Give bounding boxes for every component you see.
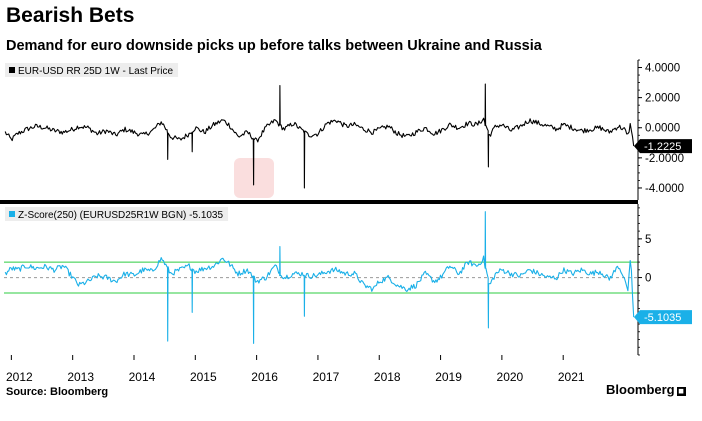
x-axis-label-2014: 2014 [129, 370, 156, 384]
top-panel-ytick-label: 4.0000 [645, 63, 680, 75]
x-axis-label-2017: 2017 [313, 370, 340, 384]
bottom-panel-legend-swatch [9, 211, 15, 217]
top-panel-last-value-tag [634, 139, 692, 154]
top-panel-ytick-label: 2.0000 [645, 93, 680, 105]
brand-mark-icon: ◼ [676, 387, 686, 396]
x-axis-label-2021: 2021 [558, 370, 585, 384]
top-panel-ytick-label: -4.0000 [645, 183, 684, 195]
x-axis-label-2012: 2012 [6, 370, 33, 384]
top-panel-ytick-label: -2.0000 [645, 153, 684, 165]
bottom-panel-ytick-label: 5 [645, 234, 651, 246]
x-axis-label-2020: 2020 [497, 370, 524, 384]
top-panel-last-value-label: -1.2225 [644, 141, 681, 153]
bottom-panel-ytick-label: 0 [645, 273, 651, 285]
brand-logo: Bloomberg ◼ [606, 382, 686, 397]
x-axis-label-2018: 2018 [374, 370, 401, 384]
bottom-panel-legend-label: Z-Score(250) (EURUSD25R1W BGN) -5.1035 [18, 210, 223, 221]
bottom-panel-series-line [4, 211, 635, 344]
top-panel-legend-box [5, 63, 179, 77]
x-axis-label-2016: 2016 [251, 370, 278, 384]
x-axis-label-2015: 2015 [190, 370, 217, 384]
bottom-panel-last-value-label: -5.1035 [644, 312, 681, 324]
chart-title: Bearish Bets [6, 4, 135, 27]
bottom-panel-last-value-tag [634, 310, 692, 325]
panel-divider [0, 200, 638, 204]
bottom-panel-legend-box [5, 207, 229, 221]
top-panel-legend-swatch [9, 67, 15, 73]
chart-subtitle: Demand for euro downside picks up before… [6, 38, 542, 54]
top-panel-series-line [4, 83, 635, 189]
top-panel-ytick-label: 0.0000 [645, 123, 680, 135]
x-axis-label-2019: 2019 [435, 370, 462, 384]
source-note: Source: Bloomberg [6, 386, 109, 398]
top-panel-legend-label: EUR-USD RR 25D 1W - Last Price [18, 66, 173, 77]
x-axis-label-2013: 2013 [67, 370, 94, 384]
